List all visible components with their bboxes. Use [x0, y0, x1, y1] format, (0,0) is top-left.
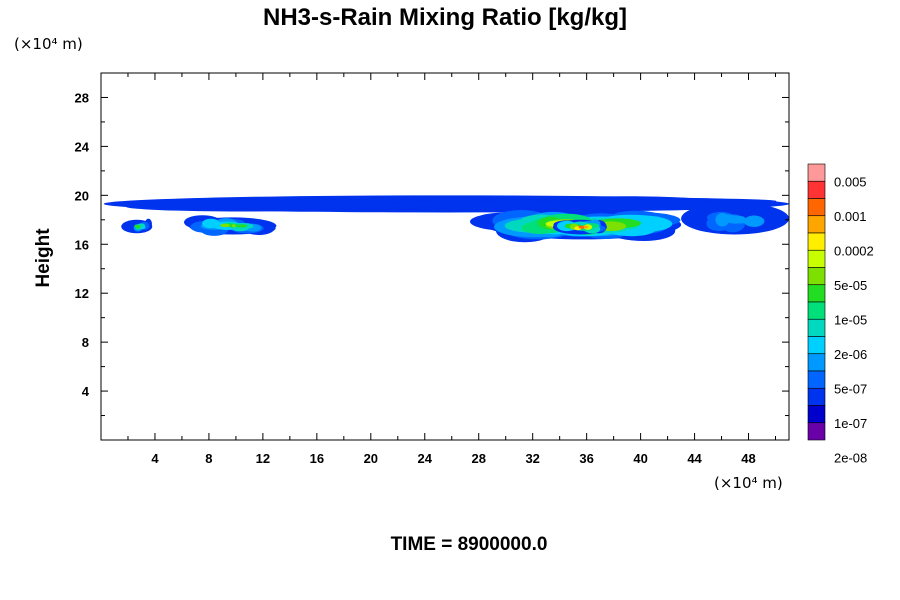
x-tick-label: 20 — [364, 451, 378, 466]
colorbar-swatch — [807, 353, 826, 372]
plot-frame — [100, 72, 790, 441]
colorbar-swatch — [807, 336, 826, 355]
colorbar-swatch — [807, 215, 826, 234]
field-cell — [719, 214, 736, 220]
field-region — [183, 215, 277, 236]
y-tick-label: 8 — [82, 335, 89, 350]
x-tick-label: 12 — [256, 451, 270, 466]
x-tick-label: 16 — [310, 451, 324, 466]
field-cell — [580, 225, 585, 229]
y-tick-label: 24 — [75, 139, 90, 154]
x-tick-label: 32 — [525, 451, 539, 466]
field-cell — [442, 202, 563, 208]
colorbar-swatch — [807, 163, 826, 182]
field-cell — [220, 223, 231, 228]
y-axis-title: Height — [33, 228, 54, 288]
field-cell — [231, 224, 236, 228]
y-tick-label: 12 — [75, 286, 89, 301]
y-tick-label: 28 — [75, 90, 89, 105]
colorbar-label: 2e-08 — [834, 450, 867, 465]
x-unit-label: (×10⁴ m) — [714, 474, 783, 492]
field-cell — [136, 224, 141, 228]
colorbar-swatch — [807, 267, 826, 286]
y-tick-label: 4 — [82, 384, 90, 399]
x-tick-label: 48 — [741, 451, 755, 466]
colorbar-swatch — [807, 301, 826, 320]
mixing-ratio-field — [103, 195, 790, 243]
field-region — [681, 201, 790, 235]
colorbar: 0.005 0.001 0.0002 5e-05 1e-05 2e-06 5e-07 1e-0… — [807, 163, 874, 465]
y-tick-label: 20 — [75, 188, 89, 203]
colorbar-swatch — [807, 422, 826, 441]
colorbar-swatch — [807, 405, 826, 424]
x-tick-label: 28 — [471, 451, 485, 466]
y-tick-label: 16 — [75, 237, 89, 252]
field-cell — [352, 202, 436, 208]
x-tick-label: 24 — [418, 451, 433, 466]
chart-title: NH3-s-Rain Mixing Ratio [kg/kg] — [263, 4, 627, 31]
field-cell — [235, 224, 248, 228]
colorbar-label: 5e-07 — [834, 381, 867, 396]
x-tick-label: 44 — [687, 451, 702, 466]
x-axis: 4 8 12 16 20 24 28 32 36 40 44 48 — [127, 73, 777, 466]
colorbar-swatch — [807, 232, 826, 251]
colorbar-swatch — [807, 370, 826, 389]
colorbar-label: 0.005 — [834, 174, 867, 189]
time-label: TIME = 8900000.0 — [391, 534, 548, 555]
colorbar-swatch — [807, 198, 826, 217]
field-region — [103, 195, 789, 213]
colorbar-label: 0.001 — [834, 209, 867, 224]
field-cell — [743, 215, 765, 227]
x-tick-label: 4 — [151, 451, 159, 466]
field-region — [552, 219, 607, 235]
colorbar-swatch — [807, 284, 826, 303]
colorbar-swatch — [807, 318, 826, 337]
y-unit-label: (×10⁴ m) — [14, 35, 83, 53]
colorbar-swatch — [807, 249, 826, 268]
field-cell — [737, 216, 746, 224]
colorbar-label: 0.0002 — [834, 243, 874, 258]
x-tick-label: 8 — [205, 451, 212, 466]
colorbar-label: 2e-06 — [834, 347, 867, 362]
field-region — [121, 218, 153, 234]
colorbar-swatch — [807, 180, 826, 199]
y-axis: 4 8 12 16 20 24 28 — [75, 90, 789, 417]
colorbar-label: 5e-05 — [834, 278, 867, 293]
colorbar-swatch — [807, 387, 826, 406]
x-tick-label: 40 — [633, 451, 647, 466]
colorbar-label: 1e-05 — [834, 312, 867, 327]
x-tick-label: 36 — [579, 451, 593, 466]
colorbar-label: 1e-07 — [834, 416, 867, 431]
